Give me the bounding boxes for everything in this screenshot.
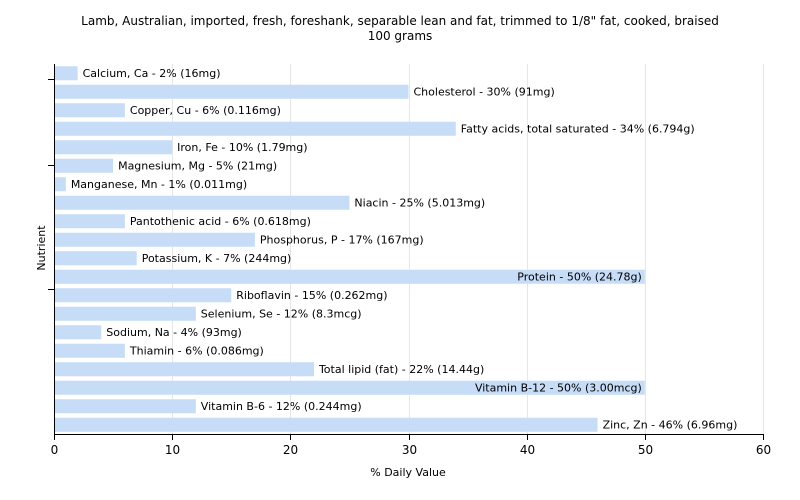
bar-label: Potassium, K - 7% (244mg) xyxy=(142,252,292,265)
bar-label: Phosphorus, P - 17% (167mg) xyxy=(260,233,424,246)
bar-label: Vitamin B-12 - 50% (3.00mcg) xyxy=(475,381,642,394)
x-tick-label: 10 xyxy=(165,443,180,457)
bar xyxy=(55,121,456,136)
bar-label: Riboflavin - 15% (0.262mg) xyxy=(236,289,387,302)
bar xyxy=(55,362,314,377)
bar-label: Pantothenic acid - 6% (0.618mg) xyxy=(130,215,311,228)
x-tick-label: 40 xyxy=(520,443,535,457)
bar-label: Thiamin - 6% (0.086mg) xyxy=(129,344,264,357)
bar-label: Niacin - 25% (5.013mg) xyxy=(354,196,485,209)
x-tick-label: 0 xyxy=(51,443,59,457)
bar xyxy=(55,84,409,99)
bar-label: Cholesterol - 30% (91mg) xyxy=(414,85,555,98)
bar-label: Protein - 50% (24.78g) xyxy=(517,270,642,283)
bar-label: Vitamin B-6 - 12% (0.244mg) xyxy=(201,400,362,413)
bar xyxy=(55,140,173,155)
bar xyxy=(55,399,196,414)
x-tick-label: 60 xyxy=(756,443,771,457)
y-axis-title: Nutrient xyxy=(35,225,48,271)
x-axis-title: % Daily Value xyxy=(370,466,446,479)
chart-title: Lamb, Australian, imported, fresh, fores… xyxy=(81,14,719,28)
bar-label: Total lipid (fat) - 22% (14.44g) xyxy=(318,363,484,376)
bar-label: Zinc, Zn - 46% (6.96mg) xyxy=(603,418,738,431)
axes: 0 10 20 30 40 50 60 xyxy=(48,64,771,457)
bar xyxy=(55,380,645,395)
bar-label: Selenium, Se - 12% (8.3mcg) xyxy=(201,307,362,320)
bar xyxy=(55,177,66,192)
bar xyxy=(55,195,350,210)
bar xyxy=(55,325,102,340)
bar xyxy=(55,251,137,266)
bar xyxy=(55,66,78,81)
bar xyxy=(55,269,645,284)
x-tick-label: 20 xyxy=(283,443,298,457)
bar xyxy=(55,288,232,303)
bar-label: Manganese, Mn - 1% (0.011mg) xyxy=(71,178,247,191)
bar-label: Sodium, Na - 4% (93mg) xyxy=(106,326,242,339)
bar xyxy=(55,214,125,229)
bar-label: Fatty acids, total saturated - 34% (6.79… xyxy=(461,122,695,135)
bars: Calcium, Ca - 2% (16mg) Cholesterol - 30%… xyxy=(55,66,737,432)
chart-title-block: Lamb, Australian, imported, fresh, fores… xyxy=(0,14,800,44)
bar xyxy=(55,158,114,173)
bar-label: Copper, Cu - 6% (0.116mg) xyxy=(130,104,281,117)
x-tick-label: 50 xyxy=(638,443,653,457)
bar xyxy=(55,306,196,321)
x-tick-label: 30 xyxy=(402,443,417,457)
bar-label: Iron, Fe - 10% (1.79mg) xyxy=(177,141,307,154)
bar xyxy=(55,103,125,118)
bar xyxy=(55,417,598,432)
bar-label: Magnesium, Mg - 5% (21mg) xyxy=(118,159,277,172)
grid-lines xyxy=(172,64,764,434)
chart-subtitle: 100 grams xyxy=(367,29,433,43)
bar-label: Calcium, Ca - 2% (16mg) xyxy=(83,67,221,80)
bar xyxy=(55,343,125,358)
bar xyxy=(55,232,255,247)
